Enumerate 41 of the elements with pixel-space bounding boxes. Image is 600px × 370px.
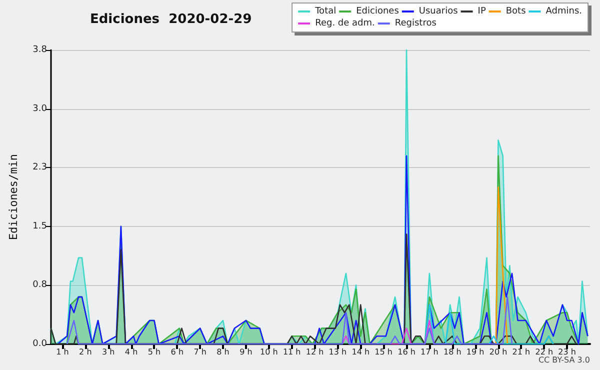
x-tick-label: 22 h xyxy=(535,348,554,356)
legend-label: Admins. xyxy=(546,6,582,16)
x-tick-label: 19 h xyxy=(466,348,484,356)
x-tick-label: 23 h xyxy=(558,348,576,356)
x-tick-label: 12 h xyxy=(306,348,324,356)
x-tick-label: 17 h xyxy=(420,348,438,356)
legend-label: Ediciones xyxy=(356,6,400,16)
x-tick-label: 14 h xyxy=(352,348,370,356)
y-tick-label: 0.0 xyxy=(32,339,48,349)
y-axis-title: Ediciones/min xyxy=(7,154,20,240)
legend-label: Usuarios xyxy=(418,6,458,16)
legend-label: IP xyxy=(478,6,486,16)
x-tick-label: 13 h xyxy=(328,348,347,356)
x-tick-label: 8 h xyxy=(216,348,230,356)
x-tick-label: 18 h xyxy=(443,348,462,356)
y-tick-label: 2.3 xyxy=(32,162,47,173)
x-tick-label: 9 h xyxy=(240,348,252,356)
x-tick-label: 1 h xyxy=(56,348,69,356)
x-tick-label: 15 h xyxy=(374,348,392,356)
x-tick-label: 20 h xyxy=(489,348,508,356)
legend-label: Reg. de adm. xyxy=(315,18,375,28)
y-tick-label: 0.8 xyxy=(32,280,48,290)
legend-label: Registros xyxy=(394,18,437,28)
x-tick-label: 6 h xyxy=(170,348,184,356)
x-tick-label: 16 h xyxy=(398,348,416,356)
y-tick-label: 3.0 xyxy=(32,104,48,114)
x-tick-label: 21 h xyxy=(512,348,530,356)
x-tick-label: 2 h xyxy=(79,348,92,356)
x-tick-label: 3 h xyxy=(102,348,115,356)
x-tick-label: 4 h xyxy=(124,348,138,356)
x-tick-label: 7 h xyxy=(194,348,206,356)
chart-title: Ediciones 2020-02-29 xyxy=(90,12,252,27)
line-series xyxy=(66,296,513,345)
legend-label: Total xyxy=(314,6,336,16)
y-tick-label: 1.5 xyxy=(32,221,47,232)
x-tick-label: 5 h xyxy=(148,348,161,356)
x-tick-label: 11 h xyxy=(282,348,301,356)
text: CC BY-SA 3.0 xyxy=(538,356,590,364)
y-tick-label: 3.8 xyxy=(32,45,48,55)
legend-label: Bots xyxy=(506,6,526,16)
x-tick-label: 10 h xyxy=(260,348,278,356)
